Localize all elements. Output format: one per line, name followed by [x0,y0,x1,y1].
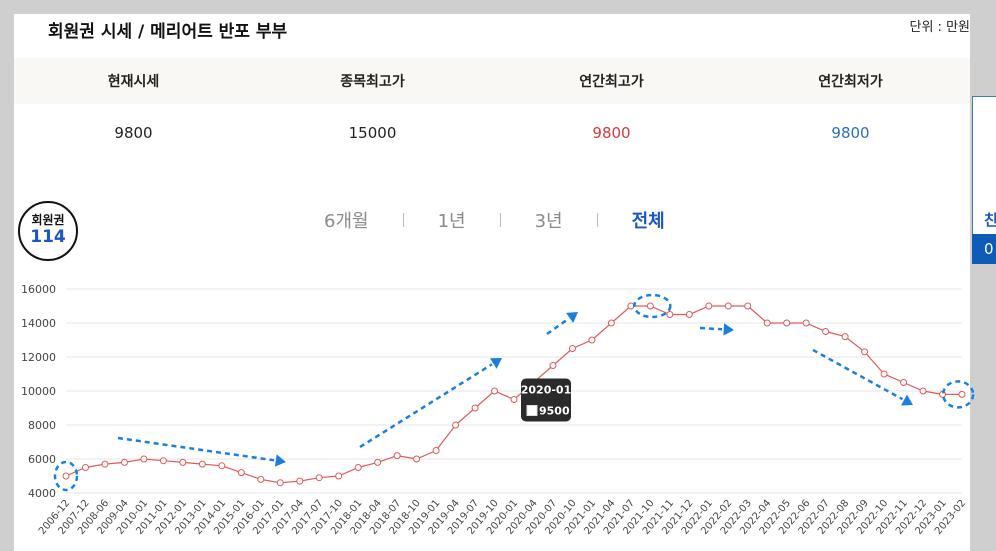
data-point [822,328,830,335]
data-point [900,379,908,386]
y-tick-label: 6000 [28,453,56,466]
data-point [198,460,206,468]
data-point [218,462,226,470]
logo-text-number: 114 [30,227,66,247]
y-tick-label: 10000 [21,385,56,398]
annual-low-header: 연간최저가 [818,74,883,90]
tooltip-date: 2020-01 [521,384,572,397]
data-point [705,302,713,310]
data-point [335,472,343,480]
data-point [685,311,693,318]
data-point [257,475,265,483]
data-point [646,302,654,310]
logo-text-top: 회원권 [31,213,65,227]
data-point [919,387,927,395]
data-point [432,447,440,454]
tab-6-months[interactable]: 6개월 [324,211,369,232]
tab-1-year[interactable]: 1년 [437,211,466,232]
data-point [393,452,401,460]
data-point [724,302,732,310]
trend-arrow [359,363,493,449]
trend-arrow [546,317,569,336]
trend-arrow [699,326,723,331]
data-point [841,333,849,341]
data-point [510,396,518,403]
membership-114-logo: 회원권 114 [18,201,78,261]
data-point [588,336,596,344]
annual-high-header: 연간최고가 [579,74,644,90]
y-tick-label: 12000 [21,351,56,364]
y-tick-label: 14000 [21,317,56,330]
current-price-header: 현재시세 [107,74,160,90]
side-widget-bar[interactable]: 0 [972,234,996,264]
highlight-circle [633,293,672,319]
tab-divider [402,213,404,227]
data-point [666,311,674,318]
data-point [81,464,89,471]
data-point [140,455,148,463]
tooltip-swatch [526,405,538,416]
y-tick-label: 8000 [28,419,56,432]
data-point [627,302,635,310]
highlight-circle [941,380,975,409]
data-point [549,362,557,369]
side-widget-frame [972,96,996,234]
tab-all[interactable]: 전체 [631,211,665,232]
y-tick-label: 16000 [21,283,56,296]
side-widget-label: 친 [984,211,996,229]
trend-arrowhead [566,312,578,323]
data-point [491,387,499,395]
data-point [354,464,362,471]
data-point [880,370,888,378]
data-point [315,474,323,482]
data-point [958,390,966,398]
tooltip: 2020-01 9500 [521,378,572,422]
data-point [763,319,771,327]
data-point [861,348,869,356]
data-point [159,457,167,465]
summary-value-row: 9800 15000 9800 9800 [14,104,970,162]
data-point [120,458,128,466]
data-point [568,345,576,352]
summary-header-row: 현재시세 종목최고가 연간최고가 연간최저가 [14,58,970,104]
data-point [607,319,615,327]
tab-3-years[interactable]: 3년 [534,211,563,232]
highlight-circle [53,460,79,492]
data-point [413,455,421,463]
data-point [802,319,810,327]
data-point [452,421,460,429]
data-point [62,472,70,480]
annual-high-value: 9800 [592,124,631,142]
data-point [237,469,245,477]
trend-arrowhead [490,358,502,369]
data-point [276,479,284,487]
current-price-value: 9800 [114,124,153,142]
page-title: 회원권 시세 / 메리어트 반포 부부 [48,22,288,42]
tab-divider [596,213,598,227]
all-time-high-header: 종목최고가 [340,74,405,90]
trend-arrowhead [274,454,286,467]
all-time-high-value: 15000 [348,124,397,142]
data-point [101,460,109,468]
trend-arrow [812,348,904,401]
annual-low-value: 9800 [831,124,870,142]
data-point [744,302,752,310]
data-point [374,458,382,466]
data-point [179,458,187,466]
y-tick-label: 4000 [28,487,56,500]
tooltip-value: 9500 [539,405,570,418]
unit-label: 단위 : 만원 [909,20,971,35]
data-point [783,319,791,327]
side-widget[interactable]: 친 0 [972,96,996,264]
data-point [296,477,304,485]
data-point [471,404,479,412]
trend-arrowhead [901,394,913,406]
period-tabs: 6개월 1년 3년 전체 [324,207,665,233]
trend-arrowhead [723,323,734,336]
tab-divider [499,213,501,227]
summary-table: 현재시세 종목최고가 연간최고가 연간최저가 9800 15000 9800 9… [14,58,970,162]
